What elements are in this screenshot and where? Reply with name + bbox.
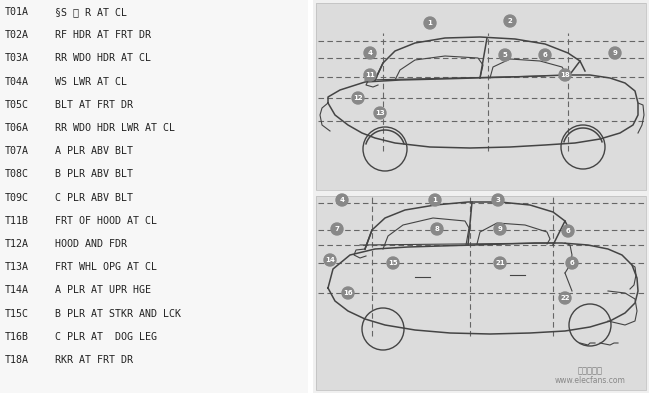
Text: WS LWR AT CL: WS LWR AT CL xyxy=(55,77,127,86)
Circle shape xyxy=(562,225,574,237)
Text: C PLR AT  DOG LEG: C PLR AT DOG LEG xyxy=(55,332,157,342)
Text: 7: 7 xyxy=(335,226,339,232)
Text: 15: 15 xyxy=(388,260,398,266)
Circle shape xyxy=(539,49,551,61)
Text: 9: 9 xyxy=(613,50,617,56)
Circle shape xyxy=(504,15,516,27)
Text: T11B: T11B xyxy=(5,216,29,226)
Text: T07A: T07A xyxy=(5,146,29,156)
Circle shape xyxy=(492,194,504,206)
Text: 12: 12 xyxy=(353,95,363,101)
Circle shape xyxy=(342,287,354,299)
Text: B PLR ABV BLT: B PLR ABV BLT xyxy=(55,169,133,179)
Text: 6: 6 xyxy=(543,52,547,58)
Text: 4: 4 xyxy=(367,50,373,56)
Text: 5: 5 xyxy=(502,52,508,58)
Text: FRT WHL OPG AT CL: FRT WHL OPG AT CL xyxy=(55,262,157,272)
Circle shape xyxy=(566,257,578,269)
Text: T15C: T15C xyxy=(5,309,29,319)
Text: T02A: T02A xyxy=(5,30,29,40)
Text: T06A: T06A xyxy=(5,123,29,133)
Text: 13: 13 xyxy=(375,110,385,116)
Text: www.elecfans.com: www.elecfans.com xyxy=(554,376,626,385)
Text: T05C: T05C xyxy=(5,100,29,110)
Text: BLT AT FRT DR: BLT AT FRT DR xyxy=(55,100,133,110)
Text: HOOD AND FDR: HOOD AND FDR xyxy=(55,239,127,249)
Text: RR WDO HDR AT CL: RR WDO HDR AT CL xyxy=(55,53,151,63)
Text: T18A: T18A xyxy=(5,355,29,365)
Text: 9: 9 xyxy=(498,226,502,232)
Text: B PLR AT STKR AND LCK: B PLR AT STKR AND LCK xyxy=(55,309,181,319)
Text: A PLR ABV BLT: A PLR ABV BLT xyxy=(55,146,133,156)
Circle shape xyxy=(559,292,571,304)
Bar xyxy=(316,3,646,190)
Text: 8: 8 xyxy=(435,226,439,232)
Text: 22: 22 xyxy=(560,295,570,301)
Circle shape xyxy=(387,257,399,269)
Text: 6: 6 xyxy=(566,228,570,234)
Circle shape xyxy=(352,92,364,104)
Text: 18: 18 xyxy=(560,72,570,78)
Bar xyxy=(313,0,649,393)
Text: T12A: T12A xyxy=(5,239,29,249)
Circle shape xyxy=(429,194,441,206)
Text: §S 局 R AT CL: §S 局 R AT CL xyxy=(55,7,127,17)
Circle shape xyxy=(559,69,571,81)
Text: 3: 3 xyxy=(496,197,500,203)
Text: T09C: T09C xyxy=(5,193,29,203)
Text: T16B: T16B xyxy=(5,332,29,342)
Text: T04A: T04A xyxy=(5,77,29,86)
Circle shape xyxy=(364,47,376,59)
Text: 1: 1 xyxy=(433,197,437,203)
Text: 14: 14 xyxy=(325,257,335,263)
Bar xyxy=(0,0,308,393)
Text: 4: 4 xyxy=(339,197,345,203)
Text: 11: 11 xyxy=(365,72,375,78)
Text: RKR AT FRT DR: RKR AT FRT DR xyxy=(55,355,133,365)
Text: 21: 21 xyxy=(495,260,505,266)
Text: 16: 16 xyxy=(343,290,353,296)
Bar xyxy=(316,196,646,390)
Bar xyxy=(316,196,646,390)
Text: C PLR ABV BLT: C PLR ABV BLT xyxy=(55,193,133,203)
Circle shape xyxy=(494,223,506,235)
Circle shape xyxy=(494,257,506,269)
Text: T01A: T01A xyxy=(5,7,29,17)
Text: FRT OF HOOD AT CL: FRT OF HOOD AT CL xyxy=(55,216,157,226)
Text: 电子发烧友: 电子发烧友 xyxy=(578,366,602,375)
Text: A PLR AT UPR HGE: A PLR AT UPR HGE xyxy=(55,285,151,296)
Circle shape xyxy=(336,194,348,206)
Circle shape xyxy=(609,47,621,59)
Bar xyxy=(316,3,646,190)
Text: RR WDO HDR LWR AT CL: RR WDO HDR LWR AT CL xyxy=(55,123,175,133)
Text: T14A: T14A xyxy=(5,285,29,296)
Circle shape xyxy=(424,17,436,29)
Text: T08C: T08C xyxy=(5,169,29,179)
Circle shape xyxy=(331,223,343,235)
Text: T03A: T03A xyxy=(5,53,29,63)
Text: 2: 2 xyxy=(508,18,512,24)
Text: 6: 6 xyxy=(570,260,574,266)
Circle shape xyxy=(431,223,443,235)
Text: RF HDR AT FRT DR: RF HDR AT FRT DR xyxy=(55,30,151,40)
Circle shape xyxy=(499,49,511,61)
Circle shape xyxy=(374,107,386,119)
Text: T13A: T13A xyxy=(5,262,29,272)
Text: 1: 1 xyxy=(428,20,432,26)
Circle shape xyxy=(364,69,376,81)
Circle shape xyxy=(324,254,336,266)
